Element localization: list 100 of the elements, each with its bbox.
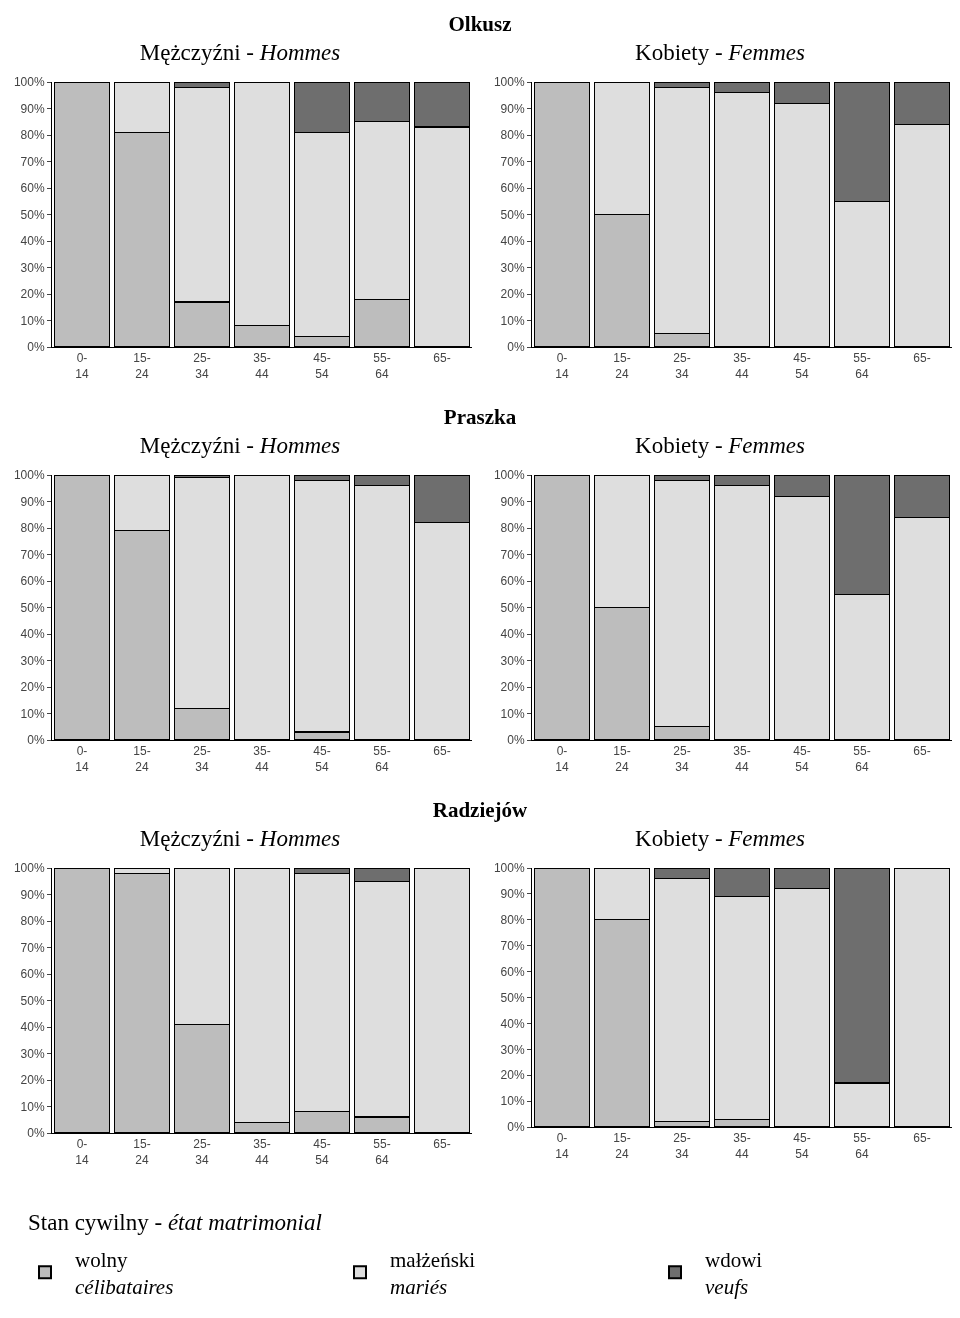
- y-tick-label: 90%: [500, 101, 525, 116]
- y-tick-label: 80%: [500, 521, 525, 536]
- x-tick-label: 15-24: [613, 351, 631, 381]
- y-tick-label: 30%: [20, 1046, 45, 1061]
- x-tick-label: 25-34: [193, 1137, 211, 1167]
- y-tick-label: 0%: [27, 733, 45, 748]
- y-tick-label: 10%: [20, 313, 45, 328]
- chart-title: Radziejów: [431, 798, 529, 823]
- x-tick-label: 0-14: [75, 1137, 89, 1167]
- x-tick-label: 0-14: [555, 1131, 569, 1161]
- x-tick-label: 35-44: [733, 744, 751, 774]
- chart-subtitle: Kobiety - Femmes: [634, 40, 806, 66]
- y-tick-label: 50%: [500, 600, 525, 615]
- x-tick-label: 65-: [913, 1131, 931, 1146]
- y-tick-label: 40%: [20, 1020, 45, 1035]
- y-tick-label: 0%: [27, 1126, 45, 1141]
- x-tick-label: 15-24: [133, 744, 151, 774]
- x-tick-label: 65-: [433, 351, 451, 366]
- y-tick-label: 60%: [500, 181, 525, 196]
- y-tick-label: 100%: [13, 75, 45, 90]
- x-tick-label: 45-54: [313, 744, 331, 774]
- y-tick-label: 90%: [20, 101, 45, 116]
- y-tick-label: 30%: [20, 653, 45, 668]
- y-tick-label: 90%: [20, 494, 45, 509]
- y-tick-label: 60%: [20, 181, 45, 196]
- x-tick-label: 15-24: [613, 1131, 631, 1161]
- x-tick-label: 45-54: [793, 1131, 811, 1161]
- x-tick-label: 0-14: [75, 351, 89, 381]
- y-tick-label: 0%: [507, 1120, 525, 1135]
- y-tick-label: 80%: [500, 913, 525, 927]
- y-tick-label: 50%: [20, 600, 45, 615]
- y-tick-label: 70%: [20, 940, 45, 955]
- x-tick-label: 55-64: [853, 744, 871, 774]
- y-tick-label: 20%: [500, 680, 525, 695]
- y-tick-label: 20%: [20, 287, 45, 302]
- x-tick-label: 0-14: [75, 744, 89, 774]
- x-tick-label: 65-: [913, 744, 931, 759]
- y-tick-label: 70%: [500, 154, 525, 169]
- y-tick-label: 10%: [500, 313, 525, 328]
- y-tick-label: 50%: [500, 990, 525, 1005]
- y-tick-label: 100%: [493, 75, 525, 90]
- chart-subtitle: Mężczyźni - Hommes: [138, 826, 342, 852]
- chart-subtitle: Kobiety - Femmes: [634, 826, 806, 852]
- y-tick-label: 90%: [500, 887, 525, 902]
- chart-subtitle: Kobiety - Femmes: [634, 433, 806, 459]
- y-tick-label: 20%: [500, 287, 525, 302]
- y-tick-label: 80%: [20, 128, 45, 143]
- y-tick-label: 70%: [20, 547, 45, 562]
- chart-title: Olkusz: [447, 12, 513, 37]
- x-tick-label: 45-54: [793, 744, 811, 774]
- y-tick-label: 60%: [500, 964, 525, 979]
- y-tick-label: 100%: [13, 861, 45, 876]
- legend-title: Stan cywilny - état matrimonial: [28, 1210, 322, 1236]
- x-tick-label: 55-64: [853, 1131, 871, 1161]
- y-tick-label: 70%: [500, 547, 525, 562]
- chart-title: Praszka: [442, 405, 518, 430]
- x-tick-label: 35-44: [733, 1131, 751, 1161]
- y-tick-label: 30%: [500, 653, 525, 668]
- legend-label: małżeński mariés: [390, 1247, 476, 1300]
- y-tick-label: 50%: [20, 207, 45, 222]
- y-tick-label: 40%: [500, 1016, 525, 1031]
- y-tick-label: 20%: [20, 680, 45, 695]
- x-tick-label: 15-24: [613, 744, 631, 774]
- y-tick-label: 0%: [507, 340, 525, 355]
- x-tick-label: 25-34: [673, 351, 691, 381]
- y-tick-label: 50%: [20, 993, 45, 1008]
- x-tick-label: 15-24: [133, 351, 151, 381]
- x-tick-label: 25-34: [673, 744, 691, 774]
- y-tick-label: 20%: [20, 1073, 45, 1088]
- x-tick-label: 0-14: [555, 744, 569, 774]
- y-tick-label: 80%: [20, 914, 45, 929]
- chart-subtitle: Mężczyźni - Hommes: [138, 40, 342, 66]
- y-tick-label: 100%: [493, 468, 525, 483]
- x-tick-label: 55-64: [373, 1137, 391, 1167]
- y-tick-label: 0%: [507, 733, 525, 748]
- y-tick-label: 10%: [20, 1099, 45, 1114]
- y-tick-label: 70%: [20, 154, 45, 169]
- y-tick-label: 70%: [500, 938, 525, 953]
- x-tick-label: 45-54: [313, 1137, 331, 1167]
- y-tick-label: 40%: [500, 234, 525, 249]
- y-tick-label: 30%: [20, 260, 45, 275]
- y-tick-label: 30%: [500, 1042, 525, 1057]
- y-tick-label: 30%: [500, 260, 525, 275]
- y-tick-label: 20%: [500, 1068, 525, 1083]
- y-tick-label: 50%: [500, 207, 525, 222]
- x-tick-label: 35-44: [253, 351, 271, 381]
- y-tick-label: 10%: [500, 1094, 525, 1109]
- x-tick-label: 0-14: [555, 351, 569, 381]
- y-tick-label: 40%: [20, 234, 45, 249]
- x-tick-label: 15-24: [133, 1137, 151, 1167]
- x-tick-label: 25-34: [193, 744, 211, 774]
- chart-subtitle: Mężczyźni - Hommes: [138, 433, 342, 459]
- y-tick-label: 10%: [20, 706, 45, 721]
- x-tick-label: 65-: [433, 1137, 451, 1152]
- x-tick-label: 25-34: [193, 351, 211, 381]
- y-tick-label: 90%: [20, 887, 45, 902]
- y-tick-label: 80%: [20, 521, 45, 536]
- y-tick-label: 60%: [20, 967, 45, 982]
- x-tick-label: 25-34: [673, 1131, 691, 1161]
- x-tick-label: 35-44: [253, 1137, 271, 1167]
